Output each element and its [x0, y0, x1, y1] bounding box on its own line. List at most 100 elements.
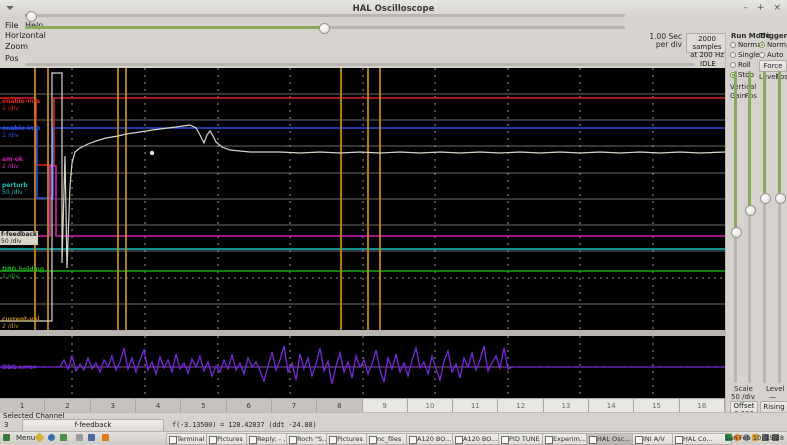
vertical-title: Vertical — [730, 83, 757, 91]
channel-label-perturb[interactable]: perturb 50 /div — [2, 182, 28, 196]
vertical-pos-handle[interactable] — [745, 205, 756, 216]
trigger-pos-label: Pos — [776, 73, 787, 81]
horizontal-group-label: Horizontal — [5, 31, 46, 40]
force-trigger-button[interactable]: Force — [759, 60, 787, 72]
channel-tab-13[interactable]: 13 — [543, 399, 590, 413]
files-icon[interactable] — [76, 434, 83, 441]
channel-tab-3[interactable]: 3 — [90, 399, 136, 413]
trigger-level-label: Level — [759, 73, 778, 81]
trigger-normal-label: Normal — [767, 41, 787, 49]
channel-tab-11[interactable]: 11 — [453, 399, 499, 413]
trigger-auto[interactable]: Auto — [759, 51, 783, 59]
selected-channel-bar: Selected Channel 3 f-feedback f(-3.13500… — [0, 412, 787, 432]
channel-label-dbg-holding[interactable]: DBG.holding 2 /div — [2, 266, 45, 280]
scope-traces-error — [0, 336, 725, 398]
menu-bar: File Help — [0, 19, 787, 31]
taskbar-item-hal-config[interactable]: HAL Co... — [672, 433, 732, 445]
firefox-icon[interactable] — [102, 434, 109, 441]
selected-channel-label: Selected Channel — [3, 412, 65, 420]
channel-label-enable-in-b[interactable]: enable-in-b 2 /div — [2, 125, 41, 139]
volume-icon[interactable] — [762, 434, 769, 441]
channel-label-am-ok[interactable]: am-ok 2 /div — [2, 156, 23, 170]
trigger-auto-label: Auto — [767, 51, 784, 59]
channel-tab-4[interactable]: 4 — [135, 399, 182, 413]
globe-icon[interactable] — [48, 434, 55, 441]
menu-button[interactable]: Menu — [16, 434, 36, 442]
acquisition-progress-bar[interactable] — [25, 63, 695, 66]
close-button[interactable]: × — [773, 3, 781, 13]
scale-value: 50 /div — [731, 393, 756, 401]
level-readout-label: Level — [766, 385, 785, 393]
channel-tab-8[interactable]: 8 — [317, 399, 363, 413]
scope-display-error[interactable]: DBG.error — [0, 336, 725, 398]
run-mode-single-label: Single — [738, 51, 760, 59]
radio-selected-icon — [759, 42, 765, 48]
scope-pane-divider[interactable] — [0, 330, 725, 336]
channel-label-current-vel[interactable]: current-vel 2 /div — [2, 316, 40, 330]
channel-tab-7[interactable]: 7 — [271, 399, 318, 413]
tray-user-icon[interactable] — [752, 434, 759, 441]
zoom-slider[interactable] — [25, 14, 625, 17]
maximize-button[interactable]: + — [756, 3, 765, 13]
selected-channel-number: 3 — [4, 421, 9, 429]
radio-icon — [759, 52, 765, 58]
horizontal-controls: Horizontal Zoom Pos — [0, 31, 725, 68]
channel-tab-9[interactable]: 9 — [362, 399, 408, 413]
channel-tab-10[interactable]: 10 — [407, 399, 454, 413]
trigger-title: Trigger — [759, 32, 787, 40]
channel-tab-16[interactable]: 16 — [679, 399, 725, 413]
menu-help[interactable]: Help — [25, 21, 43, 30]
radio-icon — [730, 52, 736, 58]
run-mode-single[interactable]: Single — [730, 51, 760, 59]
cursor-readout: f(-3.13500) = 128.42837 (ddt -24.88) — [172, 421, 317, 429]
vertical-gain-handle[interactable] — [731, 227, 742, 238]
tray-browser-icon[interactable] — [734, 434, 741, 441]
run-mode-roll[interactable]: Roll — [730, 61, 751, 69]
channel-tab-6[interactable]: 6 — [226, 399, 272, 413]
channel-label-enable-in-a[interactable]: enable-in-a 2 /div — [2, 98, 41, 112]
vertical-gain-label: Gain — [730, 92, 747, 100]
trigger-pos-slider[interactable] — [778, 71, 781, 383]
zoom-label: Zoom — [5, 42, 29, 51]
trigger-level-handle[interactable] — [760, 193, 771, 204]
run-state-label: IDLE — [700, 60, 716, 68]
clock[interactable]: Sun Feb 10, 15:28 — [724, 434, 784, 442]
menu-file[interactable]: File — [5, 21, 19, 30]
channel-label-dbg-error[interactable]: DBG.error — [2, 364, 36, 371]
trigger-pos-handle[interactable] — [775, 193, 786, 204]
tray-update-icon[interactable] — [725, 434, 732, 441]
channel-tab-15[interactable]: 15 — [634, 399, 680, 413]
minimize-button[interactable]: – — [743, 3, 748, 13]
zoom-slider-handle[interactable] — [26, 11, 37, 22]
image-viewer-icon[interactable] — [88, 434, 95, 441]
channel-label-f-feedback[interactable]: f-feedback 50 /div — [0, 231, 38, 245]
radio-icon — [730, 62, 736, 68]
run-mode-normal[interactable]: Normal — [730, 41, 763, 49]
start-orb-icon[interactable] — [3, 434, 10, 441]
trigger-normal[interactable]: Normal — [759, 41, 787, 49]
channel-tab-2[interactable]: 2 — [45, 399, 91, 413]
channel-tab-5[interactable]: 5 — [181, 399, 227, 413]
level-readout-value: — — [769, 393, 776, 401]
pos-slider-handle[interactable] — [319, 23, 330, 34]
window-menu-arrow-icon[interactable] — [6, 6, 14, 10]
vertical-pos-slider[interactable] — [748, 71, 751, 383]
pencil-icon[interactable] — [34, 432, 45, 443]
network-icon[interactable] — [772, 434, 779, 441]
tray-misc-icon[interactable] — [743, 434, 750, 441]
sample-rate-box[interactable]: 2000 samples at 200 Hz — [686, 33, 728, 59]
channel-tab-1[interactable]: 1 — [0, 399, 46, 413]
window-title: HAL Oscilloscope — [352, 4, 435, 14]
channel-tab-14[interactable]: 14 — [589, 399, 635, 413]
right-control-panel: Run Mode Trigger Normal Single Roll Stop… — [725, 31, 787, 439]
run-mode-title: Run Mode — [731, 32, 771, 40]
channel-tab-12[interactable]: 12 — [498, 399, 544, 413]
terminal-icon[interactable] — [60, 434, 67, 441]
seconds-per-div-readout: 1.00 Sec per div — [649, 32, 682, 49]
scope-display-main[interactable]: enable-in-a 2 /div enable-in-b 2 /div am-o… — [0, 68, 725, 330]
trigger-level-slider[interactable] — [763, 71, 766, 383]
run-mode-roll-label: Roll — [738, 61, 751, 69]
run-mode-stop-label: Stop — [738, 71, 754, 79]
desktop-taskbar: Menu Terminal Pictures Reply: - ... Roch… — [0, 431, 787, 445]
